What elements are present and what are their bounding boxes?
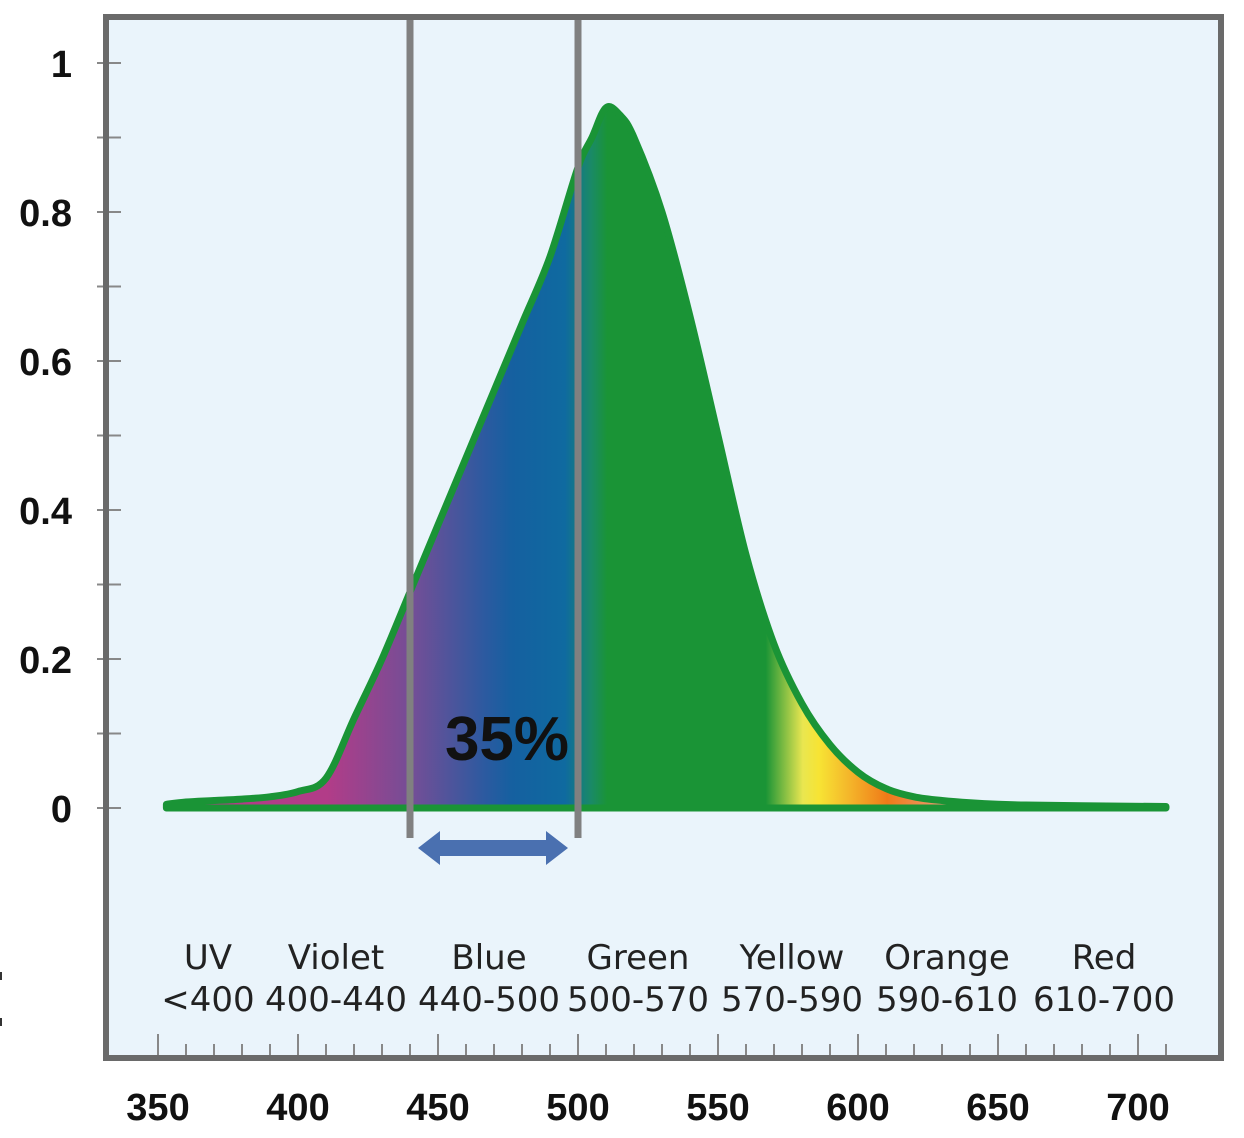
band-range: 440-500 bbox=[418, 980, 560, 1020]
band-range: 400-440 bbox=[265, 980, 407, 1020]
x-tick-label: 700 bbox=[1106, 1087, 1169, 1129]
plot-frame bbox=[103, 14, 1224, 1061]
x-tick-label: 550 bbox=[686, 1087, 749, 1129]
band-range: <400 bbox=[161, 980, 254, 1020]
x-tick-label: 650 bbox=[966, 1087, 1029, 1129]
y-tick-label: 0.4 bbox=[19, 491, 72, 533]
band-range: 590-610 bbox=[876, 980, 1018, 1020]
highlight-lines bbox=[406, 17, 582, 838]
x-tick-label: 400 bbox=[266, 1087, 329, 1129]
band-range: 500-570 bbox=[567, 980, 709, 1020]
y-tick-label: 0.6 bbox=[19, 342, 72, 384]
band-labels: UV<400Violet400-440Blue440-500Green500-5… bbox=[161, 938, 1175, 1020]
y-tick-label: 1 bbox=[51, 44, 72, 86]
band-range: 610-700 bbox=[1033, 980, 1175, 1020]
x-tick-label: 350 bbox=[126, 1087, 189, 1129]
x-tick-label: 600 bbox=[826, 1087, 889, 1129]
band-name: Green bbox=[587, 938, 690, 978]
band-name: Blue bbox=[451, 938, 526, 978]
x-tick-label: 450 bbox=[406, 1087, 469, 1129]
highlight-label: 35% bbox=[445, 705, 569, 774]
range-arrow bbox=[418, 831, 568, 865]
x-axis: 350 400 450 500 550 600 650 700 bbox=[126, 1034, 1170, 1129]
y-tick-label: 0.8 bbox=[19, 193, 72, 235]
y-axis: 0 0.2 0.4 0.6 0.8 1 bbox=[19, 44, 121, 831]
x-tick-label: 500 bbox=[546, 1087, 609, 1129]
band-name: Orange bbox=[884, 938, 1010, 978]
band-name: Yellow bbox=[739, 938, 845, 978]
band-label: UV<400 bbox=[161, 938, 254, 1020]
band-range: 570-590 bbox=[721, 980, 863, 1020]
y-tick-label: 0.2 bbox=[19, 640, 72, 682]
band-name: Red bbox=[1072, 938, 1137, 978]
curve-outline bbox=[162, 103, 1170, 812]
y-tick-label: 0 bbox=[51, 789, 72, 831]
band-name: Violet bbox=[288, 938, 384, 978]
band-name: UV bbox=[184, 938, 232, 978]
double-arrow bbox=[418, 831, 568, 865]
